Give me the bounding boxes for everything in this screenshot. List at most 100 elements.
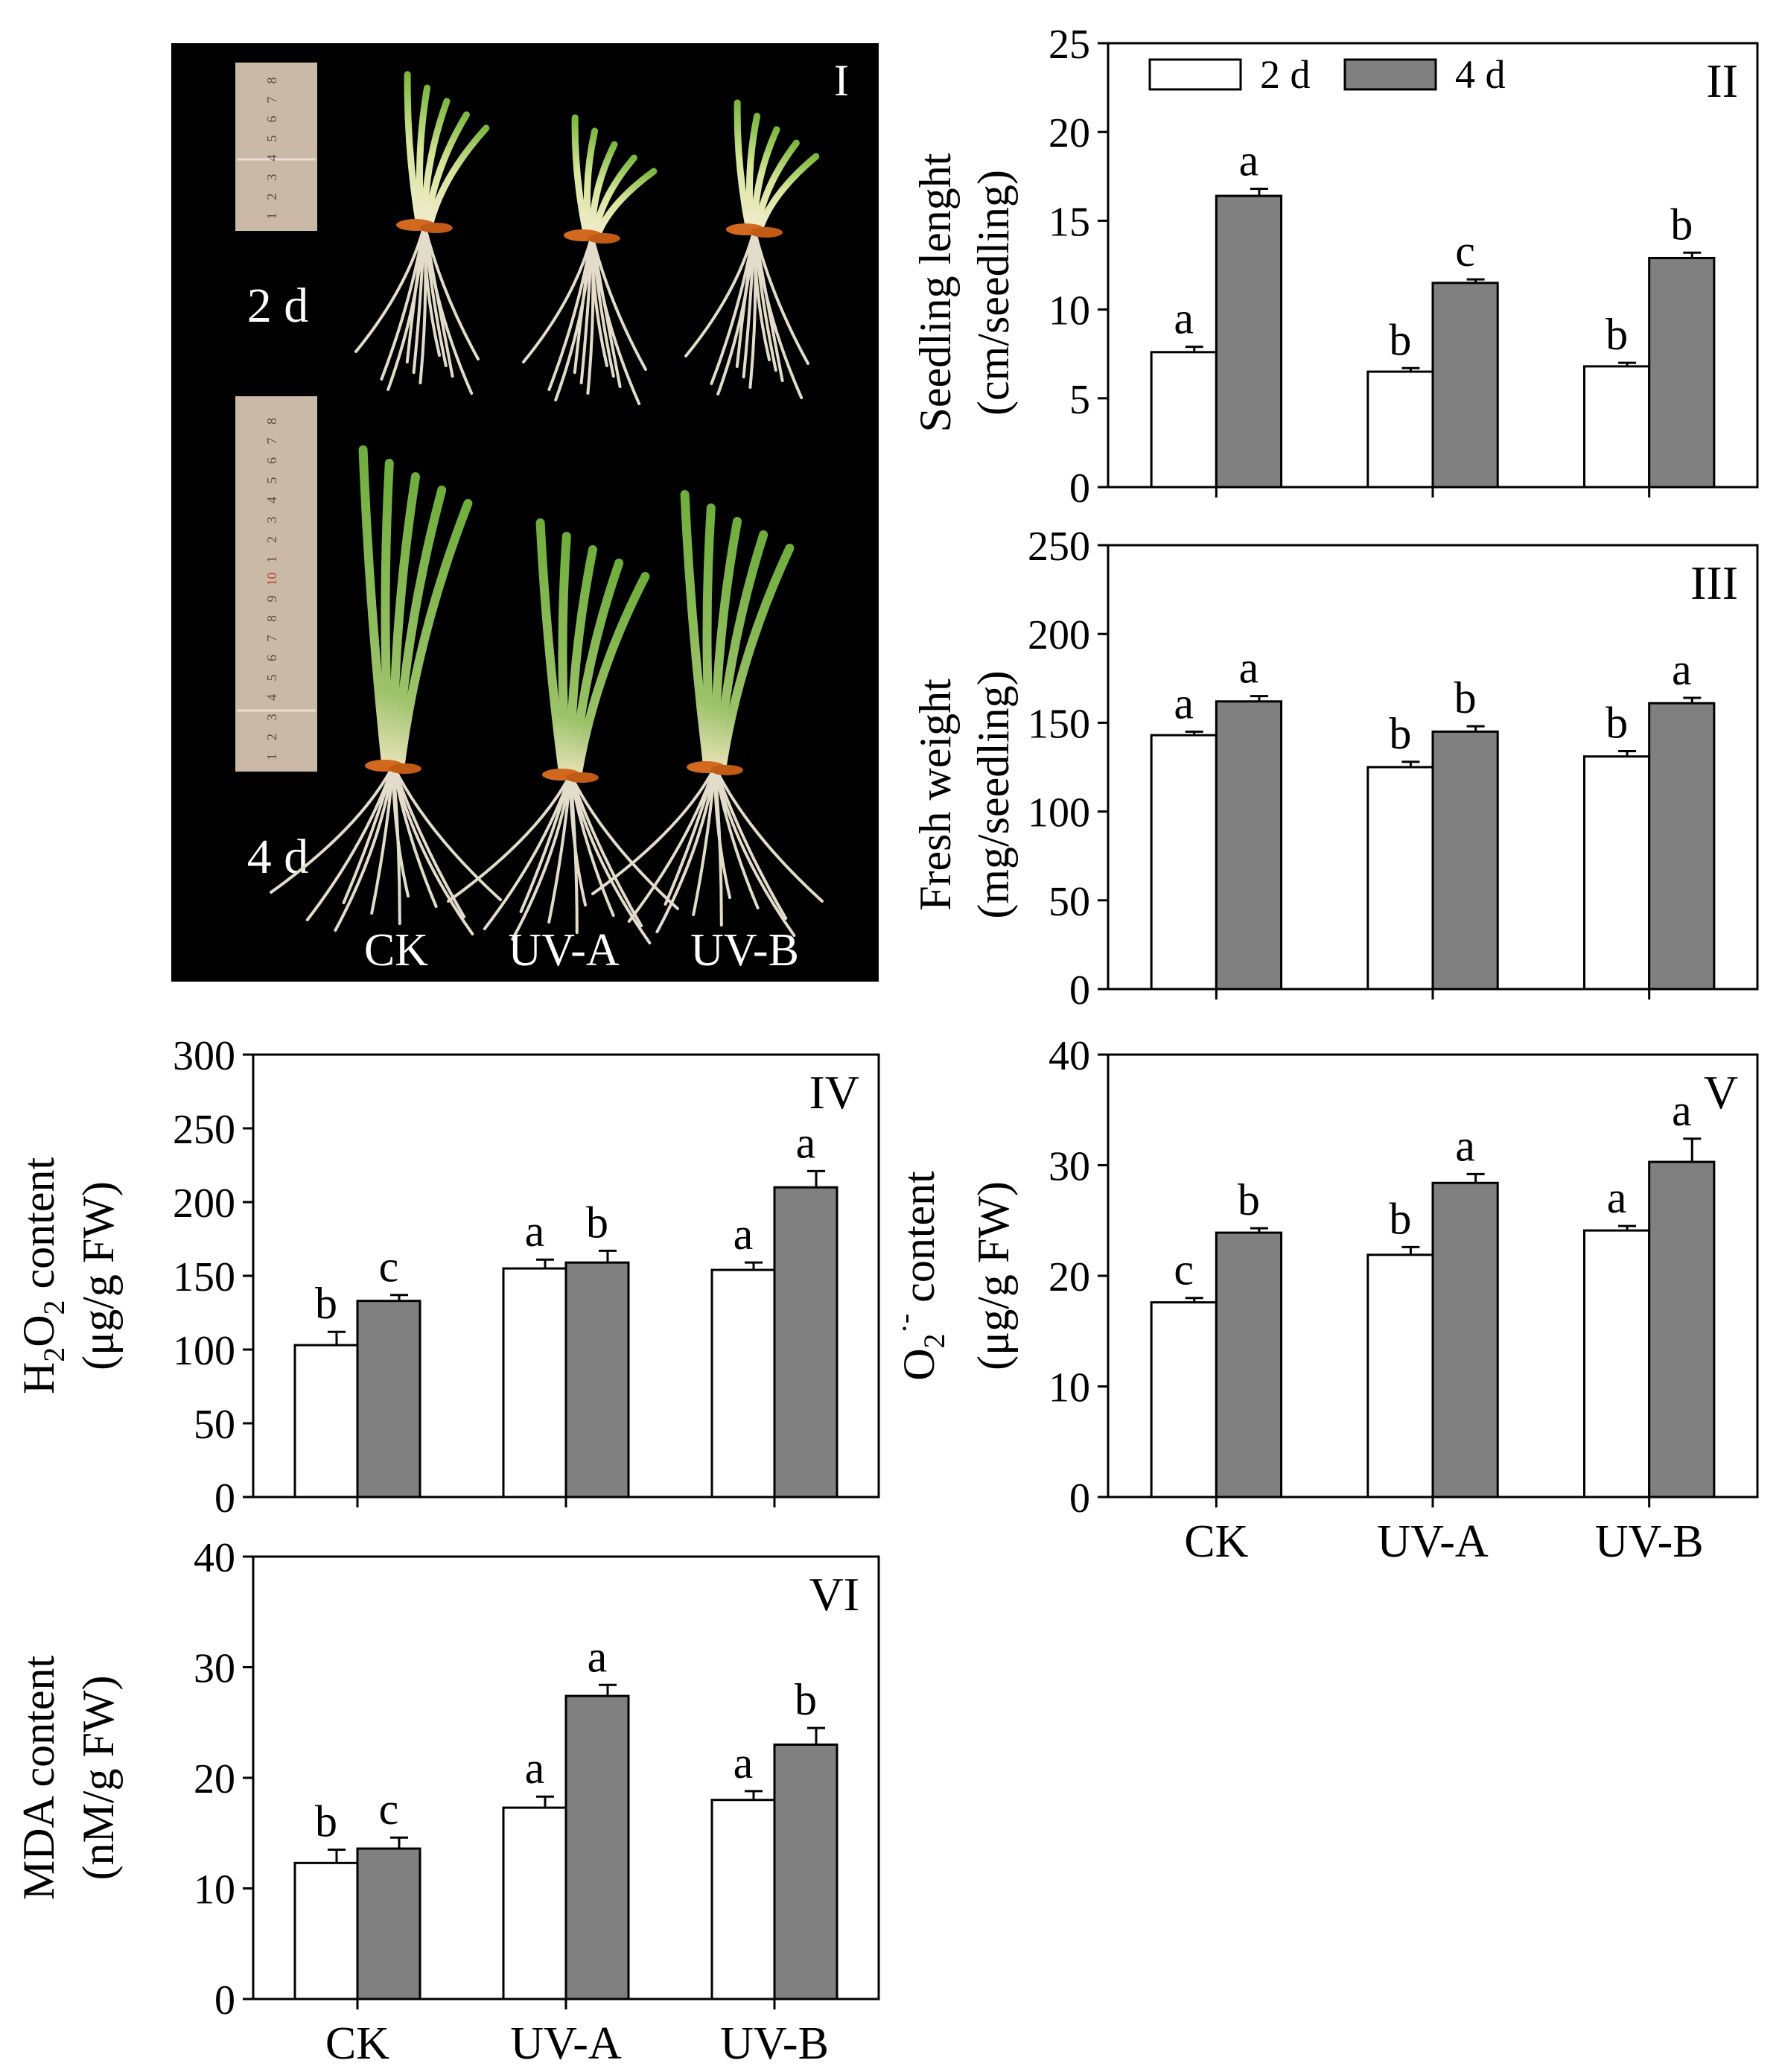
ruler-2d-numbers: 1 2 3 4 5 6 7 8 — [264, 77, 279, 220]
significance-letter: b — [795, 1675, 817, 1724]
bar-2d-CK — [1150, 734, 1218, 991]
significance-letter: a — [1607, 1173, 1627, 1222]
seedling-root — [713, 766, 788, 920]
seedling-leaf — [558, 532, 572, 779]
ruler-number: 8 — [264, 615, 279, 622]
chart-seedling-length: Seedling lenght (cm/seedling) 0 5 10 15 20 25… — [911, 22, 1759, 512]
chart-IV-ylabel-part: H — [14, 1362, 63, 1394]
y-tick-label: 150 — [1028, 701, 1090, 747]
seedling-root — [753, 228, 784, 382]
bar-2d-UV-B — [1582, 755, 1651, 991]
chart-IV-ylabel-line1: H2O2 content — [14, 1157, 71, 1395]
bar-4d-CK — [1215, 194, 1283, 489]
panel-label: IV — [809, 1066, 859, 1119]
y-tick-label: 250 — [1028, 524, 1090, 570]
seedling-seed — [710, 765, 743, 775]
x-category-label: CK — [1184, 1516, 1248, 1567]
ruler-number: 8 — [264, 418, 279, 425]
seedling — [447, 518, 679, 944]
seedling — [354, 71, 490, 395]
ruler-number: 2 — [264, 194, 279, 200]
significance-letter: b — [315, 1797, 337, 1846]
seedling-root — [342, 764, 395, 904]
seedling-leaf — [421, 98, 451, 229]
seedling-leaf — [395, 499, 473, 770]
significance-letter: b — [1606, 699, 1628, 748]
photo-panel-label: I — [834, 56, 849, 105]
y-tick-label: 0 — [1069, 1475, 1090, 1522]
y-tick-label: 0 — [214, 1977, 235, 2024]
significance-letter: a — [1174, 294, 1194, 343]
bar-4d-UV-A — [1431, 1181, 1499, 1499]
chart-VI-ylabel-line2: (nM/g FW) — [74, 1676, 123, 1881]
seedling-root — [591, 234, 647, 371]
ruler-number: 5 — [264, 136, 279, 142]
seedling-leaf — [381, 459, 395, 770]
col-label-uva: UV-A — [508, 925, 620, 976]
bar-2d-CK — [293, 1344, 359, 1499]
seedling-seed — [420, 223, 453, 233]
chart-V-ylabel-part: content — [894, 1171, 943, 1314]
y-tick-label: 150 — [173, 1254, 235, 1300]
seedling-leaf — [751, 126, 780, 233]
seedling-root — [511, 773, 572, 941]
significance-letter: a — [1455, 1121, 1475, 1170]
significance-letter: b — [1606, 310, 1628, 359]
significance-letter: a — [1672, 1086, 1692, 1135]
legend-label-2d: 2 d — [1260, 52, 1311, 97]
ruler-number: 7 — [264, 97, 279, 104]
ruler-number: 1 — [264, 556, 279, 563]
seedling-leaf — [591, 154, 637, 239]
seedling-leaf — [571, 114, 591, 239]
seedling — [270, 445, 502, 935]
seedling-leaf — [583, 127, 599, 239]
seedling-root — [447, 773, 572, 903]
ruler-number: 4 — [264, 155, 279, 162]
seedling-root — [334, 764, 395, 932]
chart-II-ylabel-line1: Seedling lenght — [911, 153, 960, 432]
bar-4d-UV-B — [1648, 256, 1716, 489]
y-tick-label: 0 — [1069, 967, 1090, 1014]
panel-label: III — [1690, 556, 1738, 609]
seedling-root — [354, 223, 426, 353]
seedling-root — [591, 766, 716, 895]
chart-V-ylabel-part: O — [894, 1348, 943, 1380]
ruler-number: 2 — [264, 536, 279, 543]
panel-label: II — [1706, 54, 1738, 107]
significance-letter: b — [1389, 1194, 1411, 1243]
significance-letter: b — [315, 1279, 337, 1328]
seedling-root — [692, 766, 716, 916]
x-category-label: UV-A — [1377, 1516, 1489, 1567]
chart-VI-ylabel-line1: MDA content — [14, 1656, 63, 1901]
ruler-4d: 1 2 3 4 5 6 7 8 9 10 1 2 3 4 5 6 7 8 — [235, 396, 317, 772]
ruler-number: 1 — [264, 213, 279, 220]
seedling-root — [392, 764, 474, 935]
ruler-number: 5 — [264, 477, 279, 484]
bar-2d-UV-A — [502, 1267, 567, 1499]
chart-V-ylabel-sub: 2 — [917, 1333, 951, 1348]
ruler-number: 3 — [264, 174, 279, 181]
seedling-root — [519, 773, 572, 913]
ruler-number: 10 — [264, 573, 279, 586]
significance-letter: a — [1239, 136, 1259, 185]
seedling-seed — [588, 233, 620, 244]
bar-4d-UV-A — [1431, 282, 1499, 489]
seedling-leaf — [392, 486, 447, 770]
seedling-leaf — [594, 168, 658, 239]
chart-III-ylabel-line2: (mg/seedling) — [969, 670, 1018, 918]
bar-2d-CK — [1150, 1301, 1218, 1499]
chart-V-ylabel-line2: (μg/g FW) — [969, 1181, 1018, 1370]
seedling-leaf — [734, 99, 753, 233]
seedling-root — [684, 228, 756, 357]
y-tick-label: 0 — [214, 1475, 235, 1522]
panel-label: VI — [809, 1568, 859, 1621]
ruler-number: 8 — [264, 77, 279, 84]
seedling-leaf — [404, 71, 423, 229]
seedling-leaf — [710, 517, 742, 772]
significance-letter: a — [525, 1744, 545, 1793]
ruler-number: 7 — [264, 438, 279, 445]
legend-label-4d: 4 d — [1455, 52, 1506, 97]
bar-4d-UV-B — [1648, 1160, 1716, 1499]
ruler-number: 3 — [264, 714, 279, 721]
